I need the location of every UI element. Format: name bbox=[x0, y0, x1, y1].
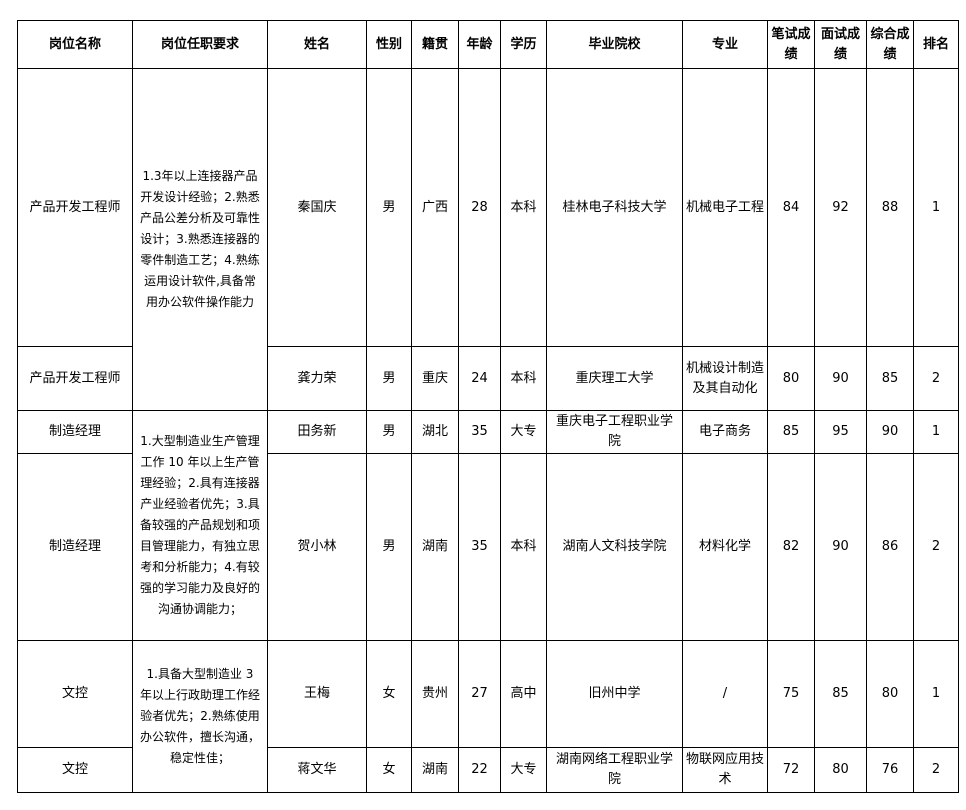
gender: 女 bbox=[366, 747, 412, 793]
education: 大专 bbox=[500, 747, 547, 793]
header-interview-score: 面试成绩 bbox=[814, 20, 867, 69]
total-score: 76 bbox=[866, 747, 914, 793]
rank: 1 bbox=[913, 640, 959, 748]
gender: 男 bbox=[366, 453, 412, 641]
position: 文控 bbox=[17, 747, 133, 793]
candidate-score-table: 岗位名称 岗位任职要求 姓名 性别 籍贯 年龄 学历 毕业院校 专业 笔试成绩 … bbox=[17, 20, 959, 793]
header-age: 年龄 bbox=[458, 20, 501, 69]
header-position: 岗位名称 bbox=[17, 20, 133, 69]
origin: 湖南 bbox=[411, 453, 459, 641]
table-row: 文控 蒋文华 女 湖南 22 大专 湖南网络工程职业学院 物联网应用技术 72 … bbox=[17, 747, 959, 793]
table-row: 制造经理 贺小林 男 湖南 35 本科 湖南人文科技学院 材料化学 82 90 … bbox=[17, 453, 959, 641]
name: 贺小林 bbox=[267, 453, 367, 641]
interview-score: 95 bbox=[814, 410, 867, 454]
age: 24 bbox=[458, 346, 501, 411]
written-score: 82 bbox=[767, 453, 815, 641]
written-score: 84 bbox=[767, 68, 815, 347]
age: 27 bbox=[458, 640, 501, 748]
education: 本科 bbox=[500, 346, 547, 411]
interview-score: 80 bbox=[814, 747, 867, 793]
total-score: 85 bbox=[866, 346, 914, 411]
interview-score: 90 bbox=[814, 453, 867, 641]
rank: 2 bbox=[913, 346, 959, 411]
header-school: 毕业院校 bbox=[546, 20, 683, 69]
education: 本科 bbox=[500, 68, 547, 347]
total-score: 80 bbox=[866, 640, 914, 748]
name: 蒋文华 bbox=[267, 747, 367, 793]
origin: 湖南 bbox=[411, 747, 459, 793]
position: 产品开发工程师 bbox=[17, 346, 133, 411]
major: / bbox=[682, 640, 768, 748]
origin: 贵州 bbox=[411, 640, 459, 748]
table-row: 文控 1.具备大型制造业 3 年以上行政助理工作经验者优先；2.熟练使用办公软件… bbox=[17, 640, 959, 793]
requirements: 1.大型制造业生产管理工作 10 年以上生产管理经验；2.具有连接器产业经验者优… bbox=[132, 410, 268, 641]
school: 湖南网络工程职业学院 bbox=[546, 747, 683, 793]
written-score: 80 bbox=[767, 346, 815, 411]
school: 重庆电子工程职业学院 bbox=[546, 410, 683, 454]
rank: 1 bbox=[913, 410, 959, 454]
name: 王梅 bbox=[267, 640, 367, 748]
major: 物联网应用技术 bbox=[682, 747, 768, 793]
header-gender: 性别 bbox=[366, 20, 412, 69]
major: 电子商务 bbox=[682, 410, 768, 454]
school: 重庆理工大学 bbox=[546, 346, 683, 411]
header-rank: 排名 bbox=[913, 20, 959, 69]
education: 大专 bbox=[500, 410, 547, 454]
header-written-score: 笔试成绩 bbox=[767, 20, 815, 69]
position: 制造经理 bbox=[17, 453, 133, 641]
requirements: 1.具备大型制造业 3 年以上行政助理工作经验者优先；2.熟练使用办公软件，擅长… bbox=[132, 640, 268, 793]
table-row: 产品开发工程师 龚力荣 男 重庆 24 本科 重庆理工大学 机械设计制造及其自动… bbox=[17, 346, 959, 411]
interview-score: 92 bbox=[814, 68, 867, 347]
written-score: 75 bbox=[767, 640, 815, 748]
age: 35 bbox=[458, 453, 501, 641]
gender: 男 bbox=[366, 68, 412, 347]
education: 本科 bbox=[500, 453, 547, 641]
header-requirements: 岗位任职要求 bbox=[132, 20, 268, 69]
origin: 重庆 bbox=[411, 346, 459, 411]
school: 旧州中学 bbox=[546, 640, 683, 748]
age: 28 bbox=[458, 68, 501, 347]
position: 文控 bbox=[17, 640, 133, 748]
age: 35 bbox=[458, 410, 501, 454]
header-education: 学历 bbox=[500, 20, 547, 69]
written-score: 72 bbox=[767, 747, 815, 793]
total-score: 88 bbox=[866, 68, 914, 347]
age: 22 bbox=[458, 747, 501, 793]
interview-score: 85 bbox=[814, 640, 867, 748]
gender: 女 bbox=[366, 640, 412, 748]
origin: 广西 bbox=[411, 68, 459, 347]
rank: 2 bbox=[913, 747, 959, 793]
rank: 2 bbox=[913, 453, 959, 641]
requirements: 1.3年以上连接器产品开发设计经验；2.熟悉产品公差分析及可靠性设计；3.熟悉连… bbox=[132, 68, 268, 411]
major: 机械设计制造及其自动化 bbox=[682, 346, 768, 411]
position: 制造经理 bbox=[17, 410, 133, 454]
rank: 1 bbox=[913, 68, 959, 347]
header-row: 岗位名称 岗位任职要求 姓名 性别 籍贯 年龄 学历 毕业院校 专业 笔试成绩 … bbox=[17, 20, 959, 69]
table-row: 制造经理 1.大型制造业生产管理工作 10 年以上生产管理经验；2.具有连接器产… bbox=[17, 410, 959, 641]
table-row: 产品开发工程师 1.3年以上连接器产品开发设计经验；2.熟悉产品公差分析及可靠性… bbox=[17, 68, 959, 411]
position: 产品开发工程师 bbox=[17, 68, 133, 347]
name: 秦国庆 bbox=[267, 68, 367, 347]
header-major: 专业 bbox=[682, 20, 768, 69]
header-total-score: 综合成绩 bbox=[866, 20, 914, 69]
total-score: 90 bbox=[866, 410, 914, 454]
school: 桂林电子科技大学 bbox=[546, 68, 683, 347]
school: 湖南人文科技学院 bbox=[546, 453, 683, 641]
gender: 男 bbox=[366, 346, 412, 411]
origin: 湖北 bbox=[411, 410, 459, 454]
name: 龚力荣 bbox=[267, 346, 367, 411]
major: 机械电子工程 bbox=[682, 68, 768, 347]
written-score: 85 bbox=[767, 410, 815, 454]
total-score: 86 bbox=[866, 453, 914, 641]
interview-score: 90 bbox=[814, 346, 867, 411]
major: 材料化学 bbox=[682, 453, 768, 641]
header-name: 姓名 bbox=[267, 20, 367, 69]
gender: 男 bbox=[366, 410, 412, 454]
header-origin: 籍贯 bbox=[411, 20, 459, 69]
education: 高中 bbox=[500, 640, 547, 748]
name: 田务新 bbox=[267, 410, 367, 454]
